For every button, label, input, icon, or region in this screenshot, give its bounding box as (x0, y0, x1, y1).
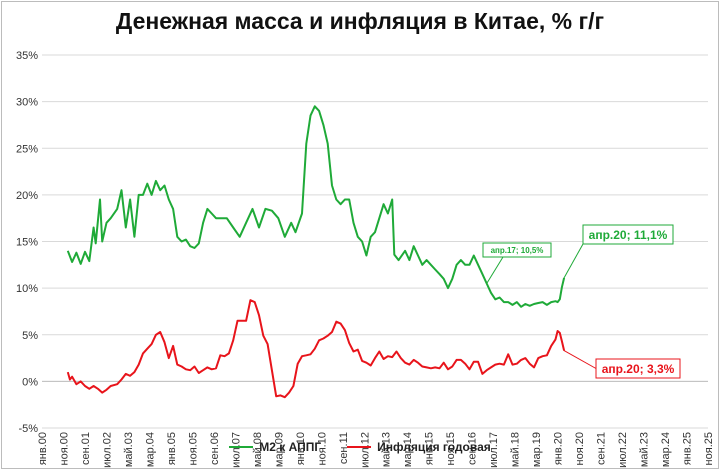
x-tick-label: ноя.20 (574, 432, 586, 465)
x-tick-label: май.23 (639, 432, 651, 467)
x-tick-label: сен.06 (209, 432, 221, 465)
x-tick-label: ноя.15 (445, 432, 457, 465)
x-tick-label: май.08 (252, 432, 264, 467)
y-tick-label: 10% (16, 283, 38, 295)
x-tick-label: ноя.05 (187, 432, 199, 465)
x-tick-label: июл.07 (230, 432, 242, 468)
x-tick-label: янв.15 (424, 432, 436, 465)
x-tick-label: янв.00 (37, 432, 49, 465)
annotation-box (482, 242, 552, 258)
x-tick-label: май.13 (381, 432, 393, 467)
y-tick-label: 5% (22, 330, 38, 342)
series-line-inflation (66, 299, 566, 399)
y-tick-label: 25% (16, 143, 38, 155)
x-tick-label: мар.14 (402, 432, 414, 467)
x-tick-label: мар.19 (531, 432, 543, 467)
x-tick-label: сен.21 (596, 432, 608, 465)
x-tick-label: июл.12 (359, 432, 371, 468)
legend-item-m2: М2 к АППГ (229, 440, 321, 454)
x-tick-label: июл.02 (101, 432, 113, 468)
legend-swatch-cpi (347, 446, 372, 448)
x-tick-label: мар.04 (144, 432, 156, 467)
y-tick-label: -5% (18, 423, 38, 435)
x-tick-label: ноя.00 (58, 432, 70, 465)
x-tick-label: сен.16 (467, 432, 479, 465)
x-tick-label: май.18 (510, 432, 522, 467)
series-line-m2 (66, 105, 566, 308)
x-tick-label: мар.09 (273, 432, 285, 467)
annotation-box (595, 358, 681, 379)
legend-label-cpi: Инфляция годовая (377, 440, 491, 454)
y-tick-label: 0% (22, 376, 38, 388)
annotation-leader (486, 256, 504, 284)
x-tick-label: сен.11 (338, 432, 350, 464)
x-tick-label: янв.05 (166, 432, 178, 465)
annotation-label: апр.20; 3,3% (602, 362, 675, 376)
y-tick-label: 15% (16, 237, 38, 249)
x-tick-label: янв.25 (682, 432, 694, 465)
annotation-leader (563, 243, 584, 279)
x-tick-label: янв.10 (295, 432, 307, 465)
annotation-leader (563, 350, 597, 369)
y-tick-label: 35% (16, 50, 38, 62)
annotation-label: апр.17; 10,5% (491, 246, 544, 255)
x-tick-label: ноя.25 (703, 432, 715, 465)
chart-title: Денежная масса и инфляция в Китае, % г/г (115, 8, 605, 34)
x-tick-label: июл.22 (617, 432, 629, 468)
annotation-box (582, 224, 674, 245)
x-tick-label: янв.20 (553, 432, 565, 465)
chart-legend: М2 к АППГ Инфляция годовая (0, 440, 720, 454)
annotation-label: апр.20; 11,1% (589, 228, 668, 242)
x-tick-label: мар.24 (660, 432, 672, 467)
x-tick-label: сен.01 (80, 432, 92, 465)
legend-label-m2: М2 к АППГ (259, 440, 322, 454)
legend-item-cpi: Инфляция годовая (347, 440, 491, 454)
y-tick-label: 20% (16, 190, 38, 202)
x-tick-label: май.03 (123, 432, 135, 467)
legend-swatch-m2 (229, 446, 254, 448)
x-tick-label: ноя.10 (316, 432, 328, 465)
y-tick-label: 30% (16, 97, 38, 109)
x-tick-label: июл.17 (488, 432, 500, 468)
